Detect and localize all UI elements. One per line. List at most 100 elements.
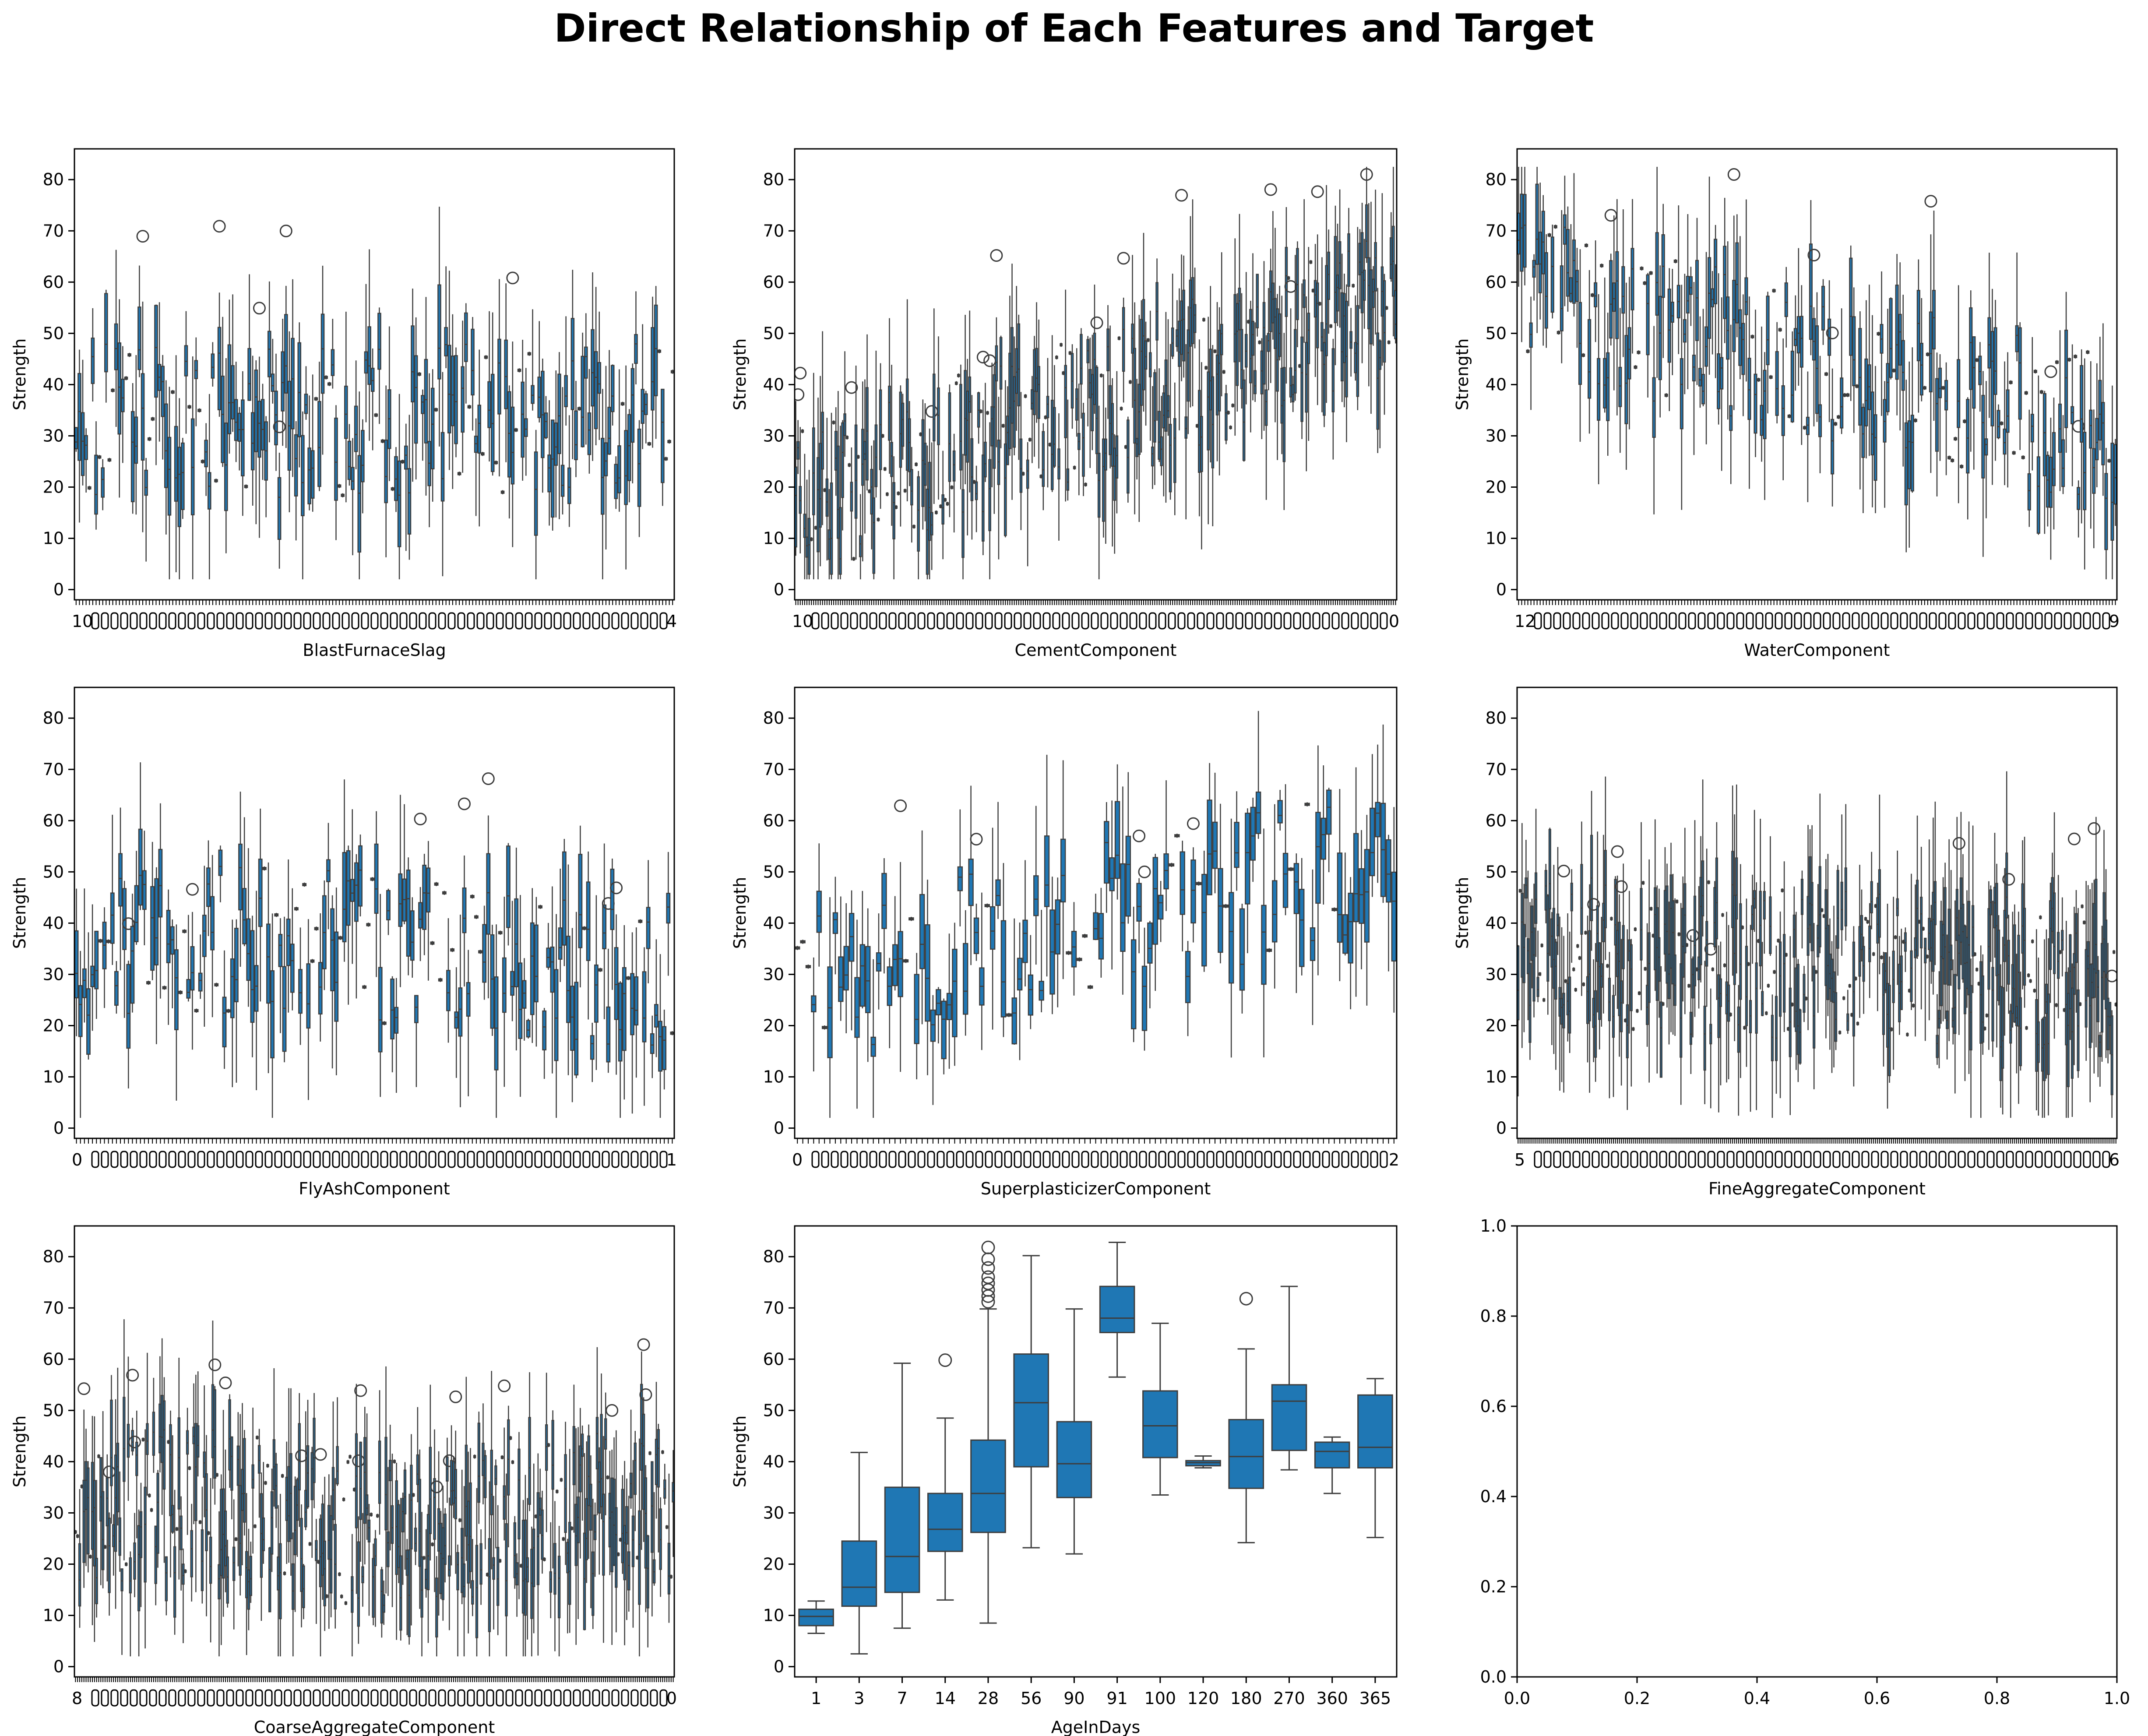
box-body xyxy=(651,327,655,411)
box xyxy=(497,279,501,477)
outlier-point xyxy=(1727,168,1740,181)
box-body xyxy=(90,965,95,987)
box-body xyxy=(154,878,159,966)
box-body xyxy=(266,923,271,1004)
x-tick-label-glyph xyxy=(1177,612,1186,630)
box-body xyxy=(2110,443,2114,541)
box xyxy=(1615,199,1619,416)
outlier-point xyxy=(1807,249,1821,262)
box xyxy=(1621,209,1625,357)
box xyxy=(1572,173,1576,317)
box xyxy=(254,891,259,1091)
box xyxy=(227,299,232,454)
box xyxy=(854,365,858,560)
box xyxy=(590,1022,595,1082)
box-body xyxy=(1075,388,1078,421)
box-body xyxy=(578,854,583,948)
box xyxy=(206,840,211,937)
box xyxy=(144,458,148,562)
x-tick-label-glyph xyxy=(409,612,417,630)
box xyxy=(111,388,115,393)
box xyxy=(961,454,965,580)
box-body xyxy=(1978,356,1982,385)
box xyxy=(2067,357,2071,362)
box xyxy=(1345,284,1348,442)
box-body xyxy=(941,494,944,525)
box xyxy=(414,995,419,1087)
outlier-point xyxy=(925,405,938,418)
y-tick-label: 80 xyxy=(43,708,64,728)
box xyxy=(230,919,235,1088)
box-body xyxy=(1316,282,1319,349)
box xyxy=(211,342,215,387)
box-body xyxy=(861,429,864,486)
box xyxy=(1262,261,1266,431)
x-tick-label: 12 xyxy=(1514,612,1535,631)
box xyxy=(440,372,445,577)
box-body xyxy=(466,982,471,1017)
box-body xyxy=(1191,277,1194,344)
box-body xyxy=(1763,370,1767,440)
box xyxy=(1843,393,1847,398)
box xyxy=(1683,274,1687,394)
box xyxy=(1356,227,1359,410)
box xyxy=(186,915,191,1002)
box-body xyxy=(118,853,123,907)
box xyxy=(187,405,191,409)
box xyxy=(574,912,579,1078)
box xyxy=(134,851,139,945)
box xyxy=(1560,210,1563,363)
box-body xyxy=(1378,340,1382,370)
box-body xyxy=(346,850,351,926)
box-body xyxy=(839,507,842,575)
x-tick-label-glyph xyxy=(351,612,359,630)
box-body xyxy=(948,392,951,482)
outlier-point xyxy=(1826,326,1839,339)
box xyxy=(426,841,431,981)
box-body xyxy=(666,893,671,924)
box xyxy=(130,383,135,514)
box-body xyxy=(1916,290,1920,362)
box xyxy=(598,968,602,972)
y-tick-label: 0 xyxy=(53,580,64,599)
x-tick-label-glyph xyxy=(197,612,205,630)
box-body xyxy=(307,447,311,504)
box-body xyxy=(961,489,965,558)
box-body xyxy=(1374,242,1377,292)
box xyxy=(354,854,359,999)
box xyxy=(952,433,956,533)
subplot-1: 01020304050607080StrengthBlastFurnaceSla… xyxy=(10,148,677,660)
box-body xyxy=(1849,257,1853,356)
box xyxy=(207,394,211,580)
box-body xyxy=(1325,265,1328,356)
box-body xyxy=(1898,313,1902,366)
box xyxy=(1630,199,1634,354)
box-body xyxy=(2098,380,2102,441)
box xyxy=(664,457,668,461)
x-tick-label-glyph xyxy=(1033,612,1041,630)
box xyxy=(1793,295,1797,391)
x-tick-label-glyph xyxy=(1216,612,1224,630)
box-body xyxy=(1529,322,1533,348)
boxes xyxy=(74,762,674,1118)
box xyxy=(888,318,891,474)
box-body xyxy=(2083,432,2087,511)
x-tick-label-glyph xyxy=(467,612,475,630)
box xyxy=(167,387,172,580)
box xyxy=(1846,393,1850,397)
box-body xyxy=(1158,411,1161,460)
box-body xyxy=(334,931,339,1022)
box xyxy=(968,310,972,493)
box xyxy=(1963,419,1967,423)
box xyxy=(594,895,599,1070)
box-body xyxy=(850,482,853,512)
box xyxy=(834,407,838,496)
box-body xyxy=(271,373,275,392)
box xyxy=(1008,296,1011,456)
box-body xyxy=(1291,384,1295,402)
box xyxy=(114,961,119,1014)
box-body xyxy=(241,399,245,476)
box-body xyxy=(1240,329,1243,389)
box-body xyxy=(637,428,641,507)
box-body xyxy=(984,441,987,478)
